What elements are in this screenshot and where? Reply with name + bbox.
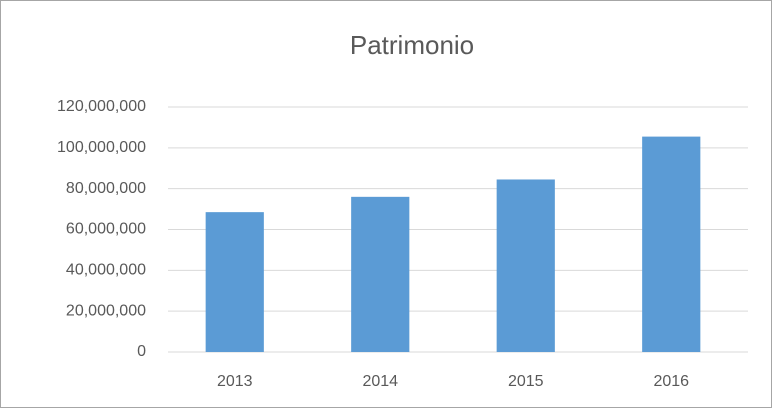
y-tick-label: 40,000,000 (66, 262, 146, 279)
y-tick-label: 0 (137, 343, 146, 360)
bar (496, 179, 555, 352)
x-tick-label: 2016 (653, 373, 689, 390)
bar (205, 212, 264, 352)
bar (642, 136, 701, 352)
y-tick-label: 60,000,000 (66, 221, 146, 238)
x-tick-label: 2015 (508, 373, 544, 390)
y-tick-label: 80,000,000 (66, 180, 146, 197)
x-tick-label: 2014 (362, 373, 398, 390)
y-tick-label: 120,000,000 (57, 98, 146, 115)
chart-title: Patrimonio (350, 30, 474, 60)
bar (351, 196, 410, 352)
y-tick-label: 100,000,000 (57, 139, 146, 156)
y-tick-label: 20,000,000 (66, 302, 146, 319)
x-tick-label: 2013 (217, 373, 253, 390)
